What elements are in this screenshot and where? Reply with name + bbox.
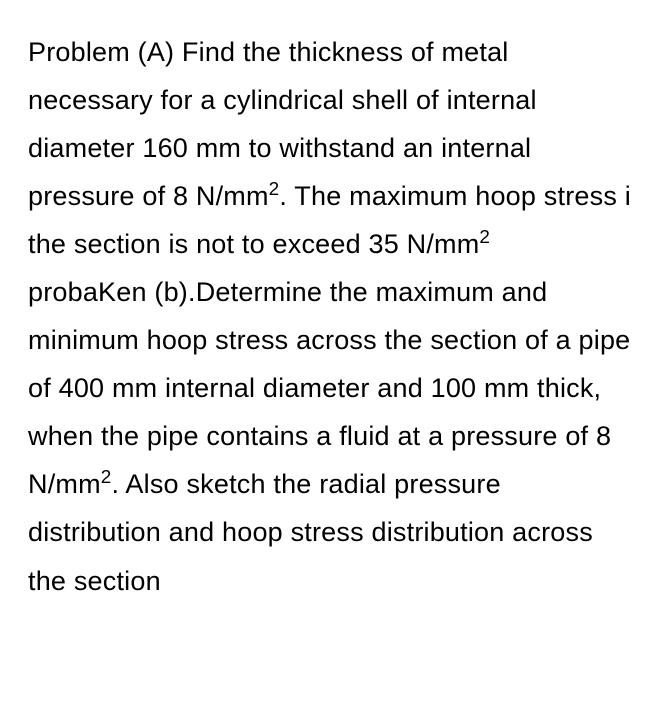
superscript: 2	[101, 467, 112, 488]
problem-text-container: Problem (A) Find the thickness of metal …	[28, 28, 634, 605]
text-segment: . Also sketch the radial pressure distri…	[28, 469, 593, 595]
paragraph-a: Problem (A) Find the thickness of metal …	[28, 28, 634, 268]
paragraph-b: probaKen (b).Determine the maximum and m…	[28, 268, 634, 604]
superscript: 2	[269, 179, 280, 200]
superscript: 2	[479, 227, 490, 248]
text-segment: probaKen (b).Determine the maximum and m…	[28, 277, 630, 499]
